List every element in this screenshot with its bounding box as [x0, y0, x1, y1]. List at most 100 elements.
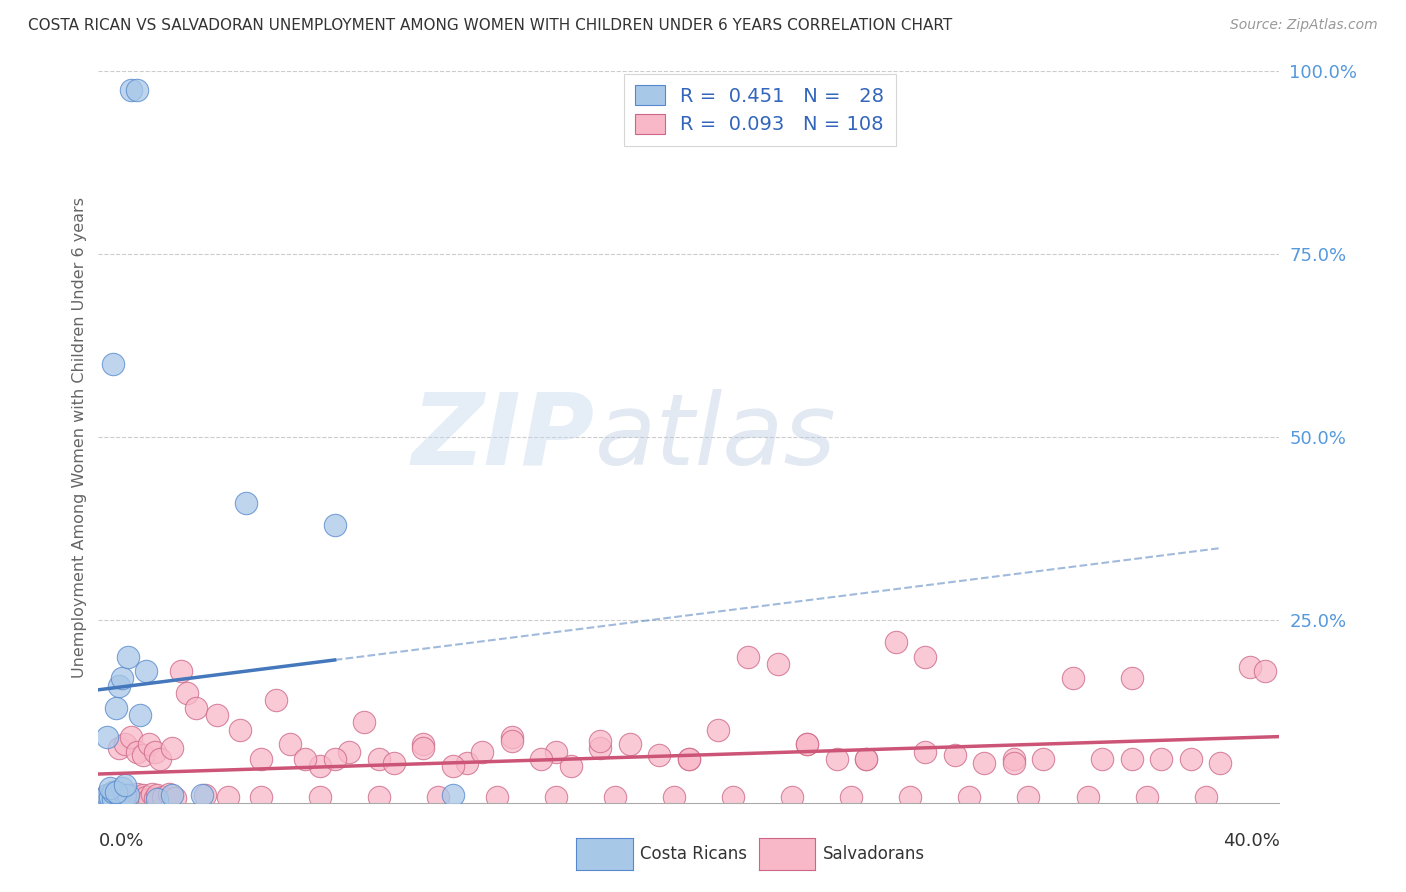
Point: [1032, 752, 1054, 766]
Point: [157, 787, 180, 801]
Point: [855, 752, 877, 766]
Point: [796, 737, 818, 751]
Point: [125, 787, 148, 801]
Point: [796, 737, 818, 751]
Point: [138, 737, 160, 751]
Point: [191, 789, 214, 803]
Point: [114, 789, 136, 803]
Point: [96, 790, 118, 805]
Point: [117, 789, 139, 803]
Point: [93, 792, 115, 806]
Point: [108, 789, 131, 803]
Point: [1091, 752, 1114, 766]
Point: [111, 781, 134, 796]
Point: [108, 789, 131, 804]
Point: [143, 745, 166, 759]
Point: [1121, 672, 1143, 686]
Point: [737, 649, 759, 664]
Point: [194, 789, 217, 803]
Point: [323, 752, 346, 766]
Point: [589, 733, 612, 747]
Point: [1254, 664, 1277, 678]
Point: [93, 792, 115, 806]
Point: [1002, 752, 1025, 766]
Point: [678, 752, 700, 766]
Point: [250, 752, 273, 766]
Point: [98, 789, 121, 804]
Text: 40.0%: 40.0%: [1223, 832, 1279, 850]
Point: [250, 789, 273, 804]
Point: [530, 752, 553, 766]
Point: [235, 496, 257, 510]
Point: [1150, 752, 1173, 766]
Point: [162, 740, 183, 755]
Point: [165, 791, 187, 805]
Point: [105, 700, 128, 714]
Point: [125, 83, 148, 97]
Point: [120, 83, 142, 97]
Point: [648, 748, 671, 763]
Text: Salvadorans: Salvadorans: [823, 845, 925, 863]
Point: [111, 672, 134, 686]
Point: [103, 357, 125, 371]
Point: [152, 789, 174, 804]
Point: [368, 789, 391, 804]
Point: [135, 664, 157, 678]
Point: [143, 790, 166, 805]
Point: [323, 517, 346, 532]
Point: [605, 789, 627, 804]
Point: [412, 737, 434, 751]
Point: [1136, 789, 1159, 804]
Point: [1209, 756, 1232, 770]
Point: [1062, 672, 1084, 686]
Point: [96, 789, 118, 803]
Point: [619, 737, 641, 751]
Point: [280, 737, 302, 751]
Point: [96, 730, 118, 744]
Point: [141, 787, 163, 801]
Point: [486, 789, 509, 804]
Point: [973, 756, 995, 770]
Point: [184, 700, 207, 714]
Point: [368, 752, 391, 766]
Point: [678, 752, 700, 766]
Point: [111, 789, 134, 803]
Point: [105, 785, 128, 799]
Point: [114, 737, 136, 751]
Point: [217, 789, 239, 804]
Point: [1195, 789, 1218, 804]
Text: Source: ZipAtlas.com: Source: ZipAtlas.com: [1230, 18, 1378, 32]
Point: [98, 789, 121, 804]
Point: [132, 789, 155, 803]
Point: [294, 752, 316, 766]
Point: [457, 756, 479, 770]
Point: [766, 657, 789, 671]
Point: [138, 792, 160, 806]
Text: ZIP: ZIP: [412, 389, 595, 485]
Point: [782, 789, 804, 804]
Point: [229, 723, 252, 737]
Legend: R =  0.451   N =   28, R =  0.093   N = 108: R = 0.451 N = 28, R = 0.093 N = 108: [624, 74, 896, 146]
Point: [117, 790, 139, 805]
Point: [98, 781, 121, 796]
Point: [120, 789, 142, 803]
Point: [339, 745, 361, 759]
Point: [309, 789, 332, 804]
Point: [96, 789, 118, 803]
Point: [841, 789, 863, 804]
Point: [128, 708, 150, 723]
Point: [205, 708, 228, 723]
Point: [176, 686, 198, 700]
Point: [1002, 756, 1025, 770]
Point: [546, 745, 568, 759]
Point: [103, 789, 125, 803]
Point: [114, 792, 136, 806]
Point: [120, 730, 142, 744]
Point: [149, 752, 172, 766]
Point: [412, 740, 434, 755]
Point: [132, 748, 155, 763]
Point: [108, 679, 131, 693]
Point: [146, 789, 169, 803]
Y-axis label: Unemployment Among Women with Children Under 6 years: Unemployment Among Women with Children U…: [72, 196, 87, 678]
Point: [105, 787, 128, 801]
